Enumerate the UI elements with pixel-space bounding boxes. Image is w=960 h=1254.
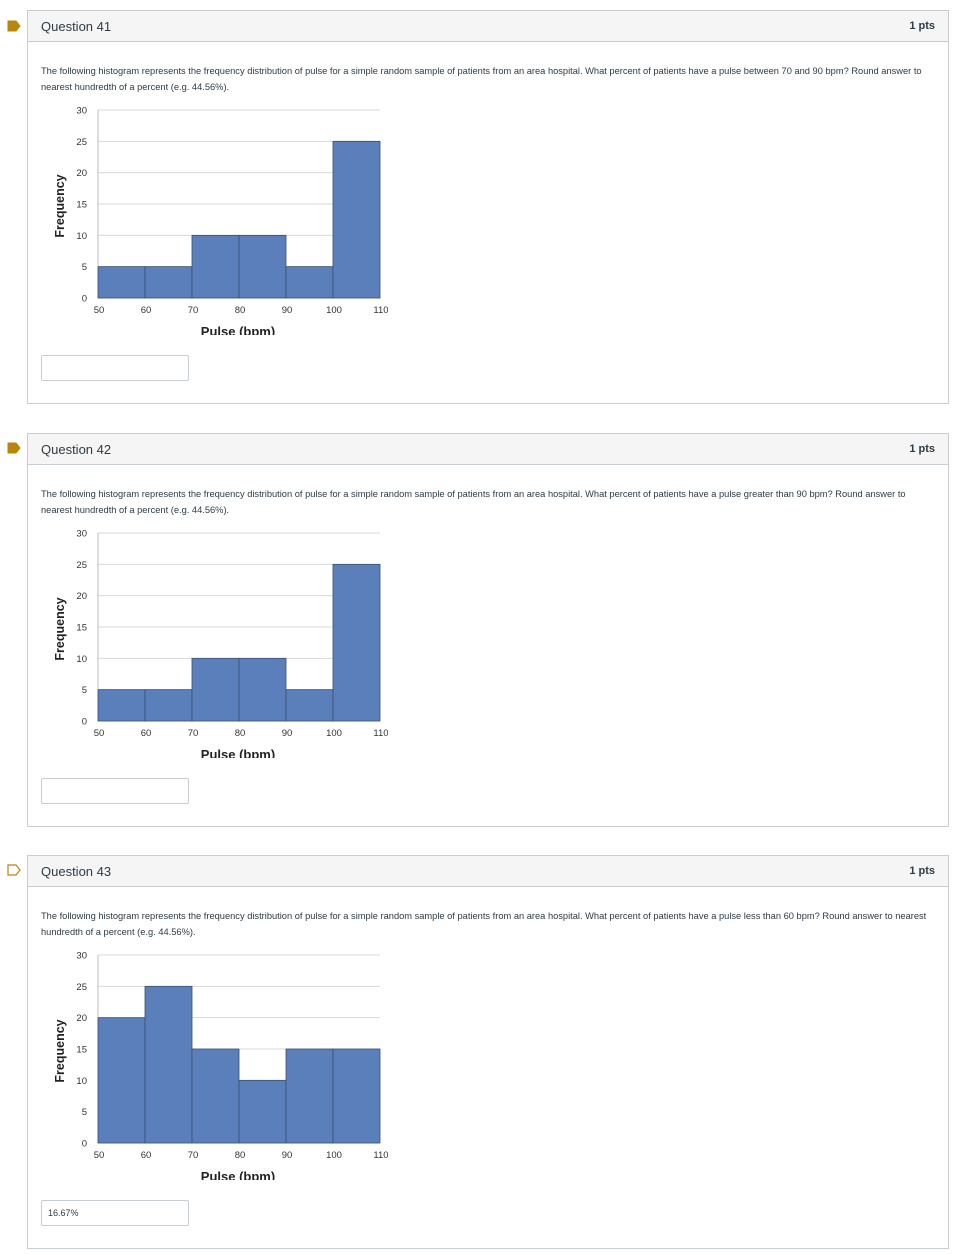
answer-input[interactable] [41, 778, 189, 804]
question-text: The following histogram represents the f… [41, 489, 906, 515]
histogram-chart: 0 5 10 15 20 25 30 50 60 70 80 90 100 110 Pulse (bpm) F… [48, 518, 389, 763]
x-tick-label: 60 [141, 305, 152, 316]
flag-question-41-icon[interactable] [7, 20, 21, 32]
histogram-bar [332, 563, 381, 722]
histogram-bar [144, 266, 193, 299]
histogram-bar [238, 1079, 287, 1144]
histogram-bar [238, 657, 287, 722]
histogram-bar [97, 689, 146, 722]
question-43: Question 43 1 pts The following histogra… [27, 855, 949, 1249]
question-42: Question 42 1 pts The following histogra… [27, 433, 949, 827]
x-tick-label: 50 [94, 1150, 105, 1161]
x-tick-label: 100 [326, 305, 342, 316]
histogram-bar [285, 689, 334, 722]
histogram-bar [144, 985, 193, 1144]
histogram-bar [332, 1048, 381, 1144]
histogram-svg: 0 5 10 15 20 25 30 50 60 70 80 90 100 110 Pulse (bpm) F… [53, 529, 389, 763]
y-tick-label: 30 [76, 529, 87, 540]
x-tick-label: 60 [141, 1150, 152, 1161]
y-tick-label: 20 [76, 591, 87, 602]
y-tick-label: 25 [76, 982, 87, 993]
x-tick-label: 80 [235, 305, 246, 316]
x-tick-label: 110 [373, 305, 388, 316]
question-text: The following histogram represents the f… [41, 66, 922, 92]
question-points: 1 pts [909, 865, 935, 877]
x-tick-label: 70 [188, 1150, 199, 1161]
question-header: Question 43 1 pts [28, 856, 948, 887]
histogram-bar [238, 234, 287, 299]
x-axis-label: Pulse (bpm) [201, 747, 275, 758]
y-tick-label: 10 [76, 654, 87, 665]
question-text: The following histogram represents the f… [41, 911, 927, 937]
histogram-svg: 0 5 10 15 20 25 30 50 60 70 80 90 100 110 Pulse (bpm) F… [53, 951, 389, 1185]
histogram-bar [285, 266, 334, 299]
question-points: 1 pts [909, 20, 935, 32]
x-axis-label: Pulse (bpm) [201, 324, 275, 335]
x-tick-label: 90 [282, 728, 293, 739]
y-tick-label: 5 [82, 262, 87, 273]
question-header: Question 42 1 pts [28, 434, 948, 465]
y-tick-label: 30 [76, 951, 87, 962]
y-tick-label: 20 [76, 168, 87, 179]
y-tick-label: 15 [76, 200, 87, 211]
histogram-svg: 0 5 10 15 20 25 30 50 60 70 80 90 100 110 Pulse (bpm) F… [53, 106, 389, 340]
x-tick-label: 50 [94, 728, 105, 739]
y-tick-label: 5 [82, 1107, 87, 1118]
y-tick-label: 25 [76, 560, 87, 571]
x-tick-label: 90 [282, 1150, 293, 1161]
answer-input[interactable] [41, 355, 189, 381]
histogram-bar [191, 657, 240, 722]
histogram-chart: 0 5 10 15 20 25 30 50 60 70 80 90 100 110 Pulse (bpm) F… [48, 95, 389, 340]
x-tick-label: 110 [373, 728, 388, 739]
x-tick-label: 80 [235, 1150, 246, 1161]
question-title: Question 42 [41, 441, 112, 457]
y-tick-label: 0 [82, 1139, 87, 1150]
x-tick-label: 90 [282, 305, 293, 316]
y-axis-label: Frequency [53, 174, 67, 237]
histogram-bar [332, 140, 381, 299]
question-header: Question 41 1 pts [28, 11, 948, 42]
histogram-bar [97, 266, 146, 299]
x-tick-label: 100 [326, 728, 342, 739]
x-axis-label: Pulse (bpm) [201, 1169, 275, 1180]
histogram-bar [285, 1048, 334, 1144]
x-tick-label: 80 [235, 728, 246, 739]
y-tick-label: 10 [76, 1076, 87, 1087]
y-tick-label: 30 [76, 106, 87, 117]
histogram-bar [191, 1048, 240, 1144]
y-tick-label: 20 [76, 1013, 87, 1024]
x-tick-label: 100 [326, 1150, 342, 1161]
y-tick-label: 15 [76, 623, 87, 634]
y-tick-label: 15 [76, 1045, 87, 1056]
x-tick-label: 70 [188, 728, 199, 739]
flag-question-43-icon[interactable] [7, 864, 21, 876]
y-tick-label: 5 [82, 685, 87, 696]
question-points: 1 pts [909, 443, 935, 455]
y-tick-label: 0 [82, 294, 87, 305]
y-axis-label: Frequency [53, 597, 67, 660]
question-title: Question 43 [41, 863, 112, 879]
answer-input[interactable] [41, 1200, 189, 1226]
x-tick-label: 50 [94, 305, 105, 316]
question-title: Question 41 [41, 18, 112, 34]
histogram-bar [144, 689, 193, 722]
question-41: Question 41 1 pts The following histogra… [27, 10, 949, 404]
x-tick-label: 70 [188, 305, 199, 316]
y-tick-label: 25 [76, 137, 87, 148]
y-tick-label: 10 [76, 231, 87, 242]
y-tick-label: 0 [82, 717, 87, 728]
histogram-bar [191, 234, 240, 299]
y-axis-label: Frequency [53, 1019, 67, 1082]
flag-question-42-icon[interactable] [7, 442, 21, 454]
histogram-chart: 0 5 10 15 20 25 30 50 60 70 80 90 100 110 Pulse (bpm) F… [48, 940, 389, 1185]
x-tick-label: 60 [141, 728, 152, 739]
x-tick-label: 110 [373, 1150, 388, 1161]
histogram-bar [97, 1017, 146, 1144]
